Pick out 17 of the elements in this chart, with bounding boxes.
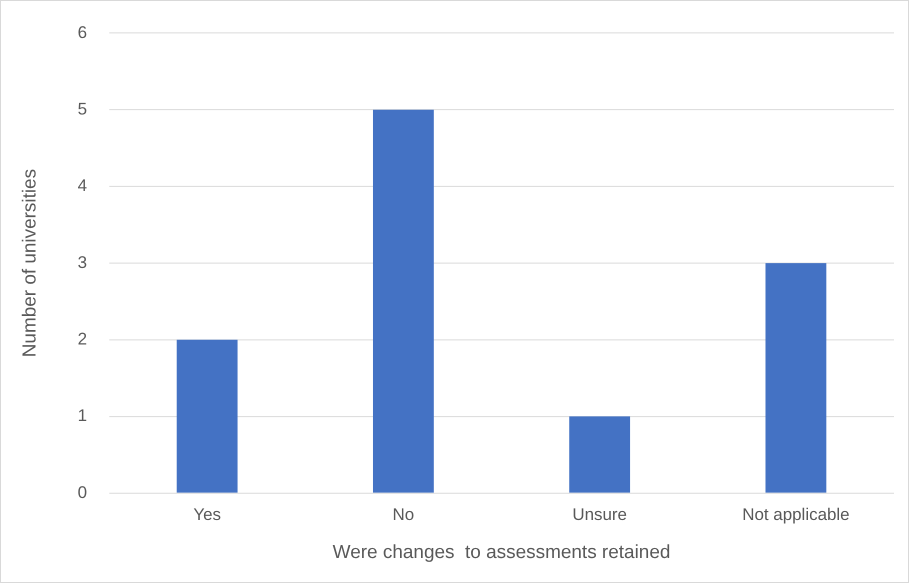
bar [176, 340, 238, 493]
x-axis-title: Were changes to assessments retained [332, 542, 670, 563]
bar [372, 110, 434, 493]
y-tick-label: 4 [78, 176, 88, 196]
x-tick-label: Unsure [572, 504, 627, 524]
y-axis-title: Number of universities [20, 168, 41, 358]
x-tick-label: Yes [193, 504, 221, 524]
x-tick-label: Not applicable [742, 504, 850, 524]
bar [765, 263, 826, 493]
y-tick-label: 6 [78, 22, 88, 42]
x-tick-label: No [392, 504, 414, 524]
y-tick-label: 5 [78, 99, 88, 118]
y-tick-label: 3 [78, 252, 88, 272]
bar [569, 416, 630, 493]
y-tick-label: 0 [78, 482, 88, 502]
y-tick-label: 1 [78, 406, 88, 426]
y-tick-label: 2 [78, 329, 88, 348]
